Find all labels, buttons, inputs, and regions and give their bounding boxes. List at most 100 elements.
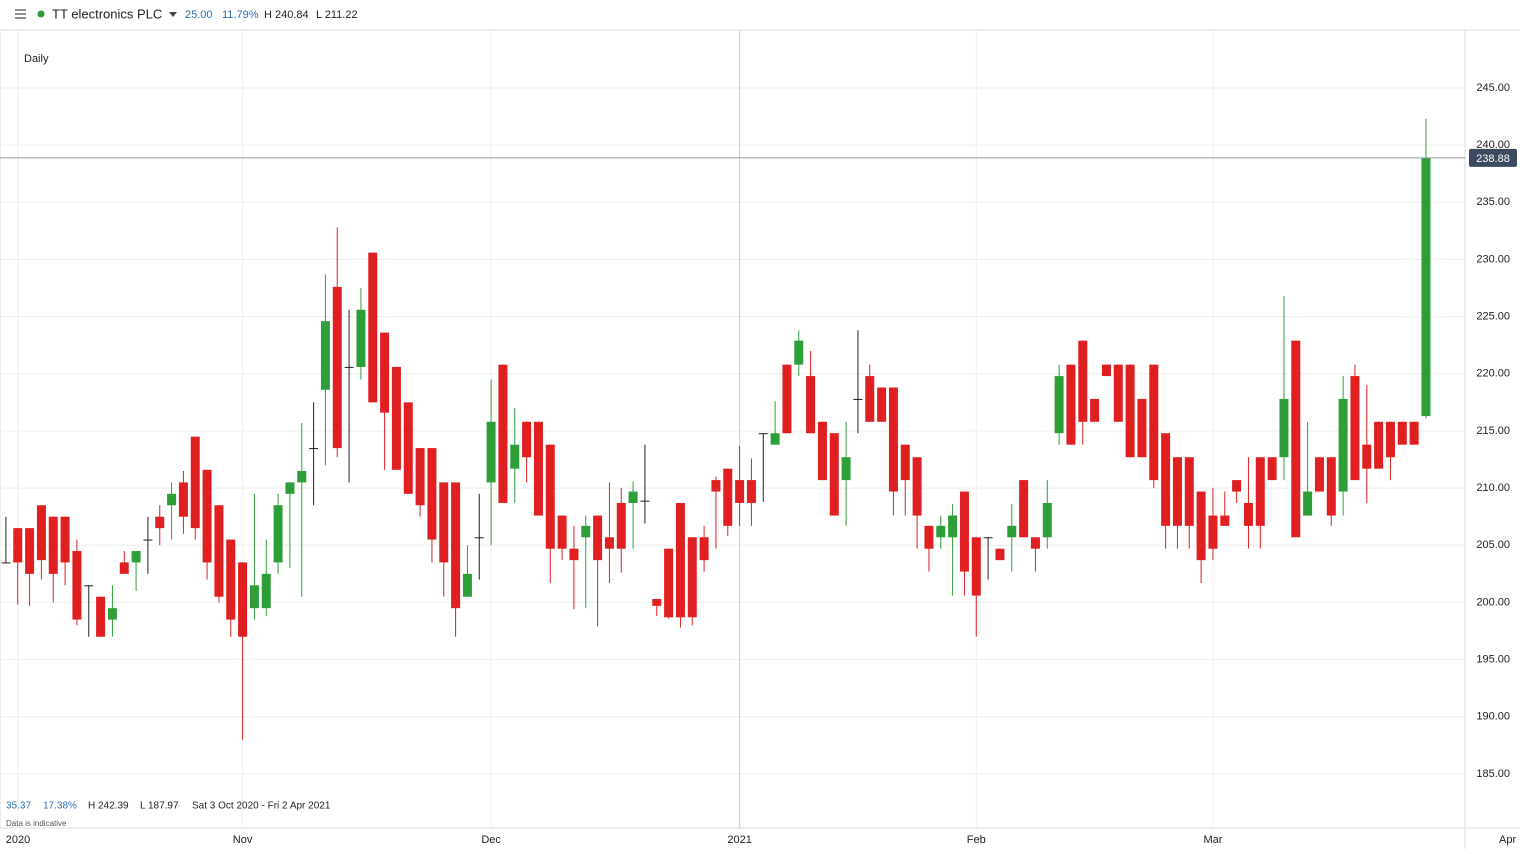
high: H 240.84 bbox=[264, 9, 309, 21]
candle-body bbox=[1101, 364, 1111, 377]
candle-body bbox=[36, 505, 46, 561]
candle-body bbox=[486, 421, 496, 483]
x-tick-label: Feb bbox=[967, 834, 986, 846]
period-change-pct: 17.38% bbox=[43, 801, 77, 812]
x-tick-label: Mar bbox=[1203, 834, 1222, 846]
candle-body bbox=[155, 516, 165, 529]
candle-body bbox=[746, 480, 756, 503]
candle-body bbox=[628, 491, 638, 503]
candle-body bbox=[782, 364, 792, 434]
candle-body bbox=[72, 550, 82, 620]
menu-icon[interactable] bbox=[15, 9, 26, 19]
candle-body bbox=[60, 516, 70, 563]
y-tick-label: 225.00 bbox=[1476, 311, 1510, 323]
candle-body bbox=[936, 525, 946, 538]
candle-body bbox=[474, 537, 484, 539]
candle-body bbox=[297, 470, 307, 483]
candle-body bbox=[723, 468, 733, 526]
candle-body bbox=[806, 376, 816, 434]
candle-body bbox=[1113, 364, 1123, 422]
interval: Daily bbox=[24, 53, 49, 65]
candle-body bbox=[983, 537, 993, 539]
candle-body bbox=[664, 548, 674, 618]
candle-body bbox=[1303, 491, 1313, 516]
candle-body bbox=[1397, 421, 1407, 445]
y-tick-label: 205.00 bbox=[1476, 539, 1510, 551]
candle-body bbox=[462, 573, 472, 597]
labels: 185.00 190.00 195.00 200.00 205.00 210.00 215.… bbox=[0, 82, 1517, 846]
candle-body bbox=[1409, 421, 1419, 445]
candles bbox=[1, 118, 1431, 740]
candle-body bbox=[877, 387, 887, 422]
candle-body bbox=[948, 515, 958, 538]
candle-body bbox=[1078, 340, 1088, 422]
y-tick-label: 220.00 bbox=[1476, 368, 1510, 380]
last-price-label: 238.88 bbox=[1476, 153, 1510, 165]
y-tick-label: 230.00 bbox=[1476, 253, 1510, 265]
candle-body bbox=[853, 398, 863, 400]
period-range: Sat 3 Oct 2020 - Fri 2 Apr 2021 bbox=[192, 801, 331, 812]
candle-body bbox=[959, 491, 969, 572]
candle-body bbox=[1314, 457, 1324, 492]
candle-body bbox=[1054, 376, 1064, 434]
x-tick-label: 2021 bbox=[727, 834, 751, 846]
candle-body bbox=[1149, 364, 1159, 481]
candle-body bbox=[1338, 398, 1348, 492]
period-change: 35.37 bbox=[6, 801, 31, 812]
candle-body bbox=[675, 502, 685, 618]
candle-body bbox=[107, 608, 117, 620]
candle-body bbox=[1125, 364, 1135, 458]
candle-body bbox=[604, 537, 614, 549]
candle-body bbox=[143, 539, 153, 541]
candle-body bbox=[1374, 421, 1384, 469]
candle-body bbox=[344, 366, 354, 368]
y-tick-label: 210.00 bbox=[1476, 482, 1510, 494]
candle-body bbox=[533, 421, 543, 516]
candle-body bbox=[285, 482, 295, 494]
last-price-badge bbox=[1469, 148, 1517, 167]
candle-body bbox=[545, 444, 555, 549]
candle-body bbox=[522, 421, 532, 458]
candle-body bbox=[711, 480, 721, 492]
candle-body bbox=[581, 525, 591, 538]
candle-body bbox=[214, 505, 224, 597]
header-bar bbox=[0, 0, 1520, 30]
candle-body bbox=[1007, 525, 1017, 538]
change-pct: 11.79% bbox=[222, 9, 259, 21]
candle-body bbox=[403, 402, 413, 494]
candle-body bbox=[1291, 340, 1301, 538]
candle-body bbox=[735, 480, 745, 503]
candle-body bbox=[273, 505, 283, 563]
candle-body bbox=[794, 340, 804, 365]
candle-body bbox=[1385, 421, 1395, 458]
candle-body bbox=[48, 516, 58, 574]
candle-body bbox=[309, 448, 319, 450]
disclaimer: Data is indicative bbox=[6, 819, 67, 828]
candle-body bbox=[119, 562, 129, 574]
candle-body bbox=[261, 573, 271, 609]
x-tick-label: 2020 bbox=[6, 834, 30, 846]
candle-body bbox=[391, 366, 401, 470]
period-low: L 187.97 bbox=[140, 801, 179, 812]
candle-body bbox=[84, 585, 94, 587]
candle-body bbox=[687, 537, 697, 618]
y-tick-label: 235.00 bbox=[1476, 196, 1510, 208]
candle-body bbox=[569, 548, 579, 561]
candle-body bbox=[1421, 157, 1431, 417]
candle-body bbox=[498, 364, 508, 503]
candle-body bbox=[1196, 491, 1206, 561]
candle-body bbox=[1326, 457, 1336, 516]
instrument-name[interactable]: TT electronics PLC bbox=[52, 6, 162, 21]
y-tick-label: 190.00 bbox=[1476, 711, 1510, 723]
candle-body bbox=[593, 515, 603, 561]
candle-body bbox=[1066, 364, 1076, 445]
candle-body bbox=[817, 421, 827, 481]
x-tick-label: Dec bbox=[481, 834, 501, 846]
candle-body bbox=[238, 562, 248, 637]
candle-body bbox=[427, 448, 437, 540]
dropdown-caret[interactable] bbox=[169, 12, 177, 17]
candle-body bbox=[1208, 515, 1218, 549]
candle-body bbox=[888, 387, 898, 492]
candle-body bbox=[924, 525, 934, 549]
